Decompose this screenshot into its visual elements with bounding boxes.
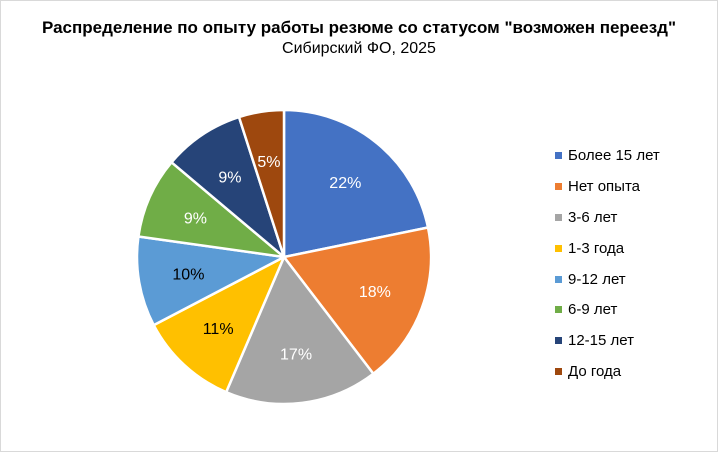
pie-labels: 22% 18% 17% 11% 10% 9% 9% 5%: [172, 154, 390, 363]
legend-item-2: 3-6 лет: [555, 202, 660, 233]
legend-swatch-7: [555, 368, 562, 376]
legend-item-3: 1-3 года: [555, 233, 660, 264]
legend-item-7: До года: [555, 356, 660, 387]
legend-swatch-2: [555, 213, 562, 221]
legend-label-7: До года: [568, 363, 622, 381]
slice-label-3: 11%: [203, 321, 234, 338]
legend-swatch-6: [555, 337, 562, 345]
slice-label-0: 22%: [329, 175, 361, 192]
slice-label-2: 17%: [280, 346, 312, 363]
pie-slice-7: [237, 108, 286, 259]
pie-slice-6: [170, 115, 286, 259]
legend-item-5: 6-9 лет: [555, 294, 660, 325]
pie-slice-3: [152, 255, 286, 394]
legend-swatch-5: [555, 306, 562, 314]
pie-slice-2: [224, 255, 375, 406]
pie-slice-0: [282, 108, 430, 259]
legend-swatch-3: [555, 244, 562, 252]
legend-item-4: 9-12 лет: [555, 264, 660, 295]
legend-item-1: Нет опыта: [555, 171, 660, 202]
legend-label-4: 9-12 лет: [568, 270, 626, 288]
legend-label-0: Более 15 лет: [568, 146, 660, 164]
pie-slice-5: [137, 161, 286, 259]
pie-slice-1: [282, 226, 433, 375]
pie-slice-4: [135, 235, 286, 327]
pie-slices: [135, 108, 433, 406]
slice-label-1: 18%: [359, 284, 391, 301]
slice-label-5: 9%: [184, 210, 207, 227]
legend-label-1: Нет опыта: [568, 177, 641, 195]
legend-swatch-1: [555, 182, 562, 190]
legend-label-5: 6-9 лет: [568, 301, 618, 319]
legend-label-3: 1-3 года: [568, 239, 625, 257]
slice-label-7: 5%: [257, 154, 280, 171]
legend: Более 15 лет Нет опыта 3-6 лет 1-3 года 9-12…: [555, 140, 660, 387]
chart-title: Распределение по опыту работы резюме со …: [41, 18, 677, 37]
legend-swatch-4: [555, 275, 562, 283]
legend-label-2: 3-6 лет: [568, 208, 618, 226]
slice-label-6: 9%: [218, 169, 241, 186]
legend-item-0: Более 15 лет: [555, 140, 660, 171]
chart-subtitle: Сибирский ФО, 2025: [282, 40, 436, 57]
legend-item-6: 12-15 лет: [555, 325, 660, 356]
legend-swatch-0: [555, 151, 562, 159]
slice-label-4: 10%: [172, 267, 204, 284]
legend-label-6: 12-15 лет: [568, 332, 634, 350]
